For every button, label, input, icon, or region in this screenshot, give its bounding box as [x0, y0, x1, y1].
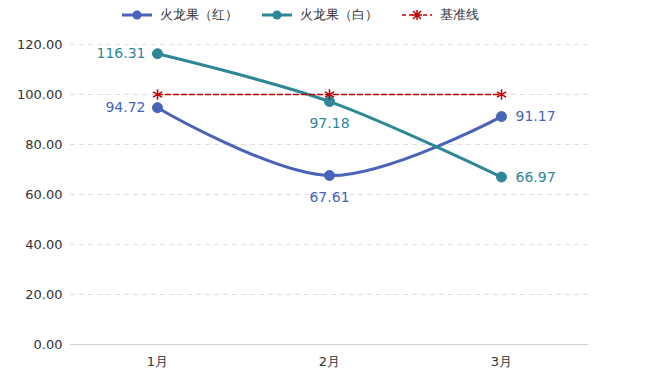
svg-text:94.72: 94.72	[105, 99, 145, 115]
svg-text:100.00: 100.00	[17, 87, 63, 102]
svg-text:1月: 1月	[147, 354, 168, 369]
html-text:基准线: 基准线	[440, 7, 479, 22]
svg-text:120.00: 120.00	[17, 37, 63, 52]
svg-text:60.00: 60.00	[25, 187, 62, 202]
svg-text:116.31: 116.31	[97, 45, 146, 61]
svg-text:91.17: 91.17	[516, 108, 556, 124]
svg-text:66.97: 66.97	[516, 169, 556, 185]
svg-text:2月: 2月	[319, 354, 340, 369]
svg-text:3月: 3月	[491, 354, 512, 369]
html-text:火龙果（白）: 火龙果（白）	[300, 7, 378, 22]
svg-text:0.00: 0.00	[34, 337, 63, 352]
svg-text:80.00: 80.00	[25, 137, 62, 152]
svg-text:67.61: 67.61	[309, 189, 349, 205]
html-text:火龙果（红）: 火龙果（红）	[160, 7, 238, 22]
svg-text:20.00: 20.00	[25, 287, 62, 302]
svg-text:97.18: 97.18	[309, 115, 349, 131]
svg-text:40.00: 40.00	[25, 237, 62, 252]
